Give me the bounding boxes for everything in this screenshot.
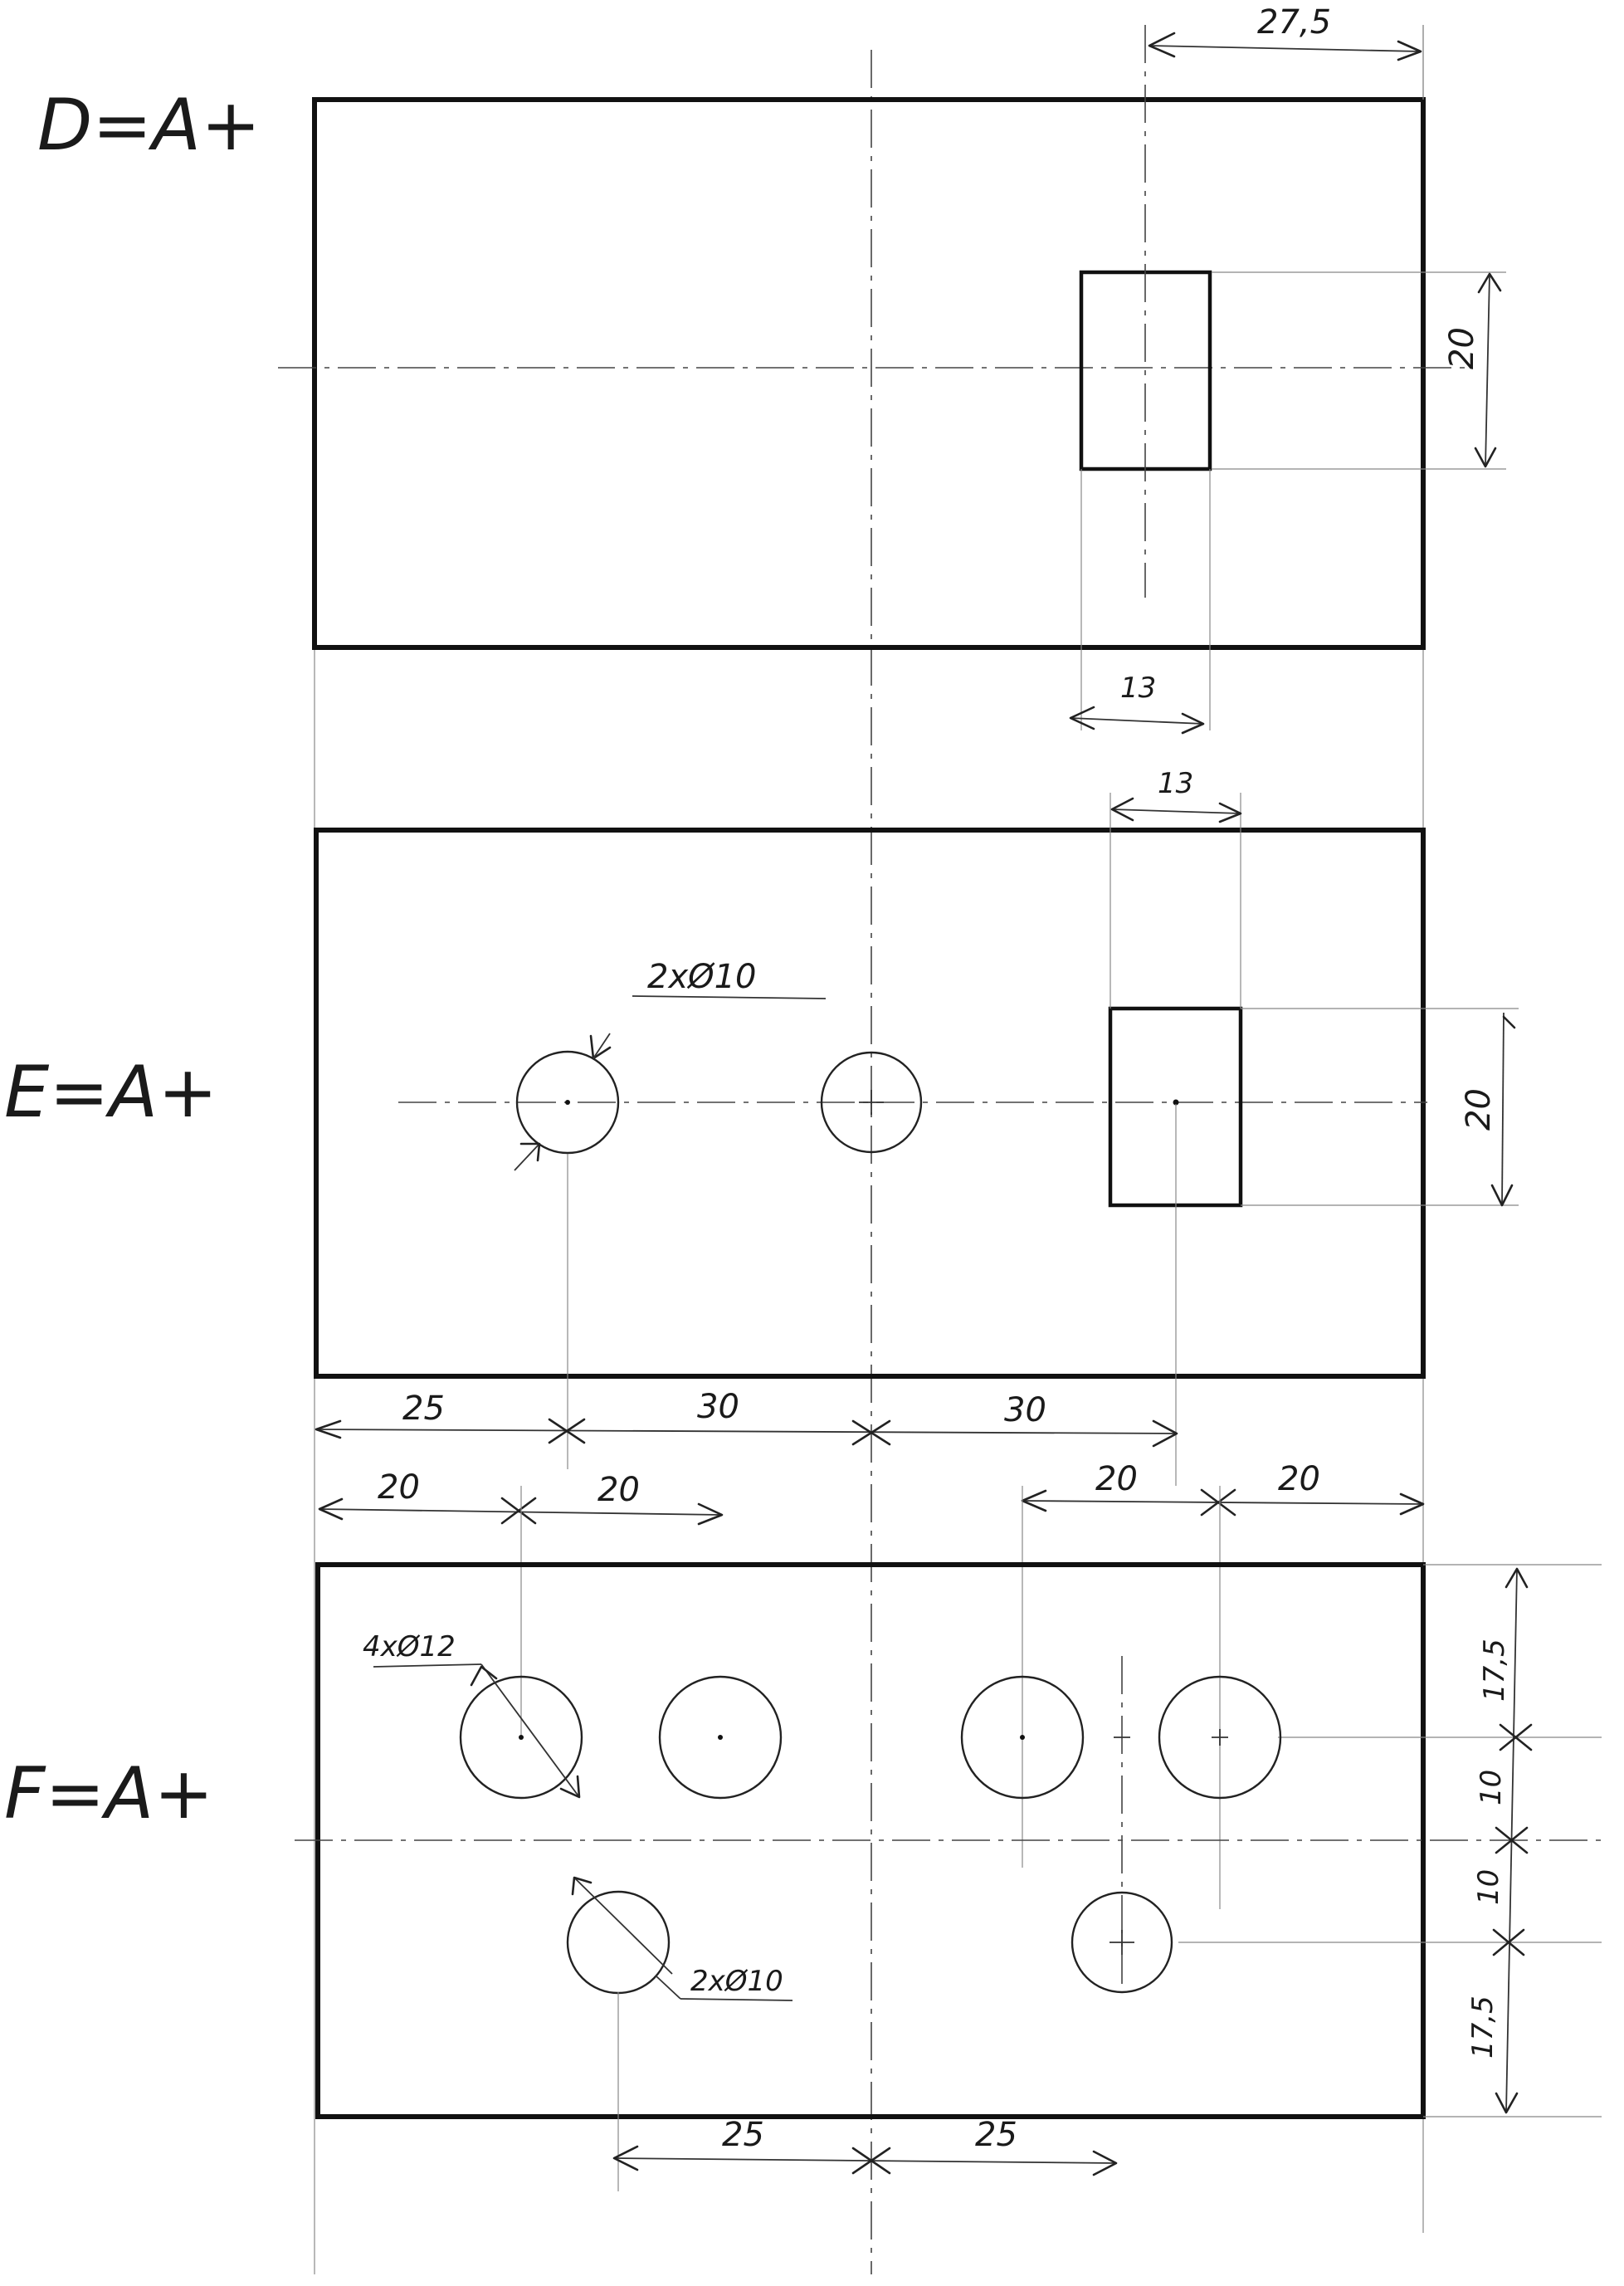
view-f-dim-bottom-arrow-end xyxy=(1092,2150,1118,2176)
view-e-dim-bottom-text-1: 25 xyxy=(402,1390,445,1428)
view-f-dim-right-tick-3b xyxy=(1492,1928,1525,1956)
view-f-large-leader-arrow-a xyxy=(470,1665,498,1687)
view-f-dim-top-right-line xyxy=(1022,1500,1424,1505)
view-f-dim-top-left-arrow-start xyxy=(318,1497,344,1521)
view-f-dim-top-left-tick-b xyxy=(500,1497,537,1525)
view-e-label: E=A+ xyxy=(4,1051,217,1134)
view-e-dim-right-text: 20 xyxy=(1460,1088,1498,1131)
view-f-dim-top-text-2: 20 xyxy=(597,1471,640,1509)
view-f-dim-right-tick-1b xyxy=(1499,1723,1533,1751)
view-d-dim-top-arrow-right xyxy=(1397,40,1422,61)
view-f-large-leader-arrow-b xyxy=(559,1775,581,1799)
view-f-large-hole-1-center xyxy=(519,1735,524,1740)
view-e-hole-2 xyxy=(820,1051,923,1154)
view-d-label: D=A+ xyxy=(37,84,261,167)
view-e-dim-right-line xyxy=(1501,1012,1505,1206)
view-d-dim-below-arrow-right xyxy=(1181,712,1205,735)
view-f-large-note-underline xyxy=(373,1663,482,1668)
view-d-dim-right-line xyxy=(1485,273,1490,467)
view-e-dim-bottom-arrow-1 xyxy=(315,1419,342,1439)
view-e-hole-arrow-bottom-shaft xyxy=(514,1143,540,1171)
view-e-dim-bottom-line xyxy=(315,1429,1178,1434)
view-d-dim-top-arrow-left xyxy=(1148,32,1176,58)
view-d-dim-top-text: 27,5 xyxy=(1257,3,1331,42)
view-f-large-hole-4 xyxy=(1158,1675,1282,1800)
view-e-hole-1-center xyxy=(565,1100,570,1105)
view-e-hole-arrow-bottom xyxy=(519,1142,541,1162)
view-f-dim-bottom-text-1: 25 xyxy=(722,2116,764,2154)
view-f-small-leader-arrow-a xyxy=(571,1876,593,1896)
view-f-dim-right-text-1: 17,5 xyxy=(1478,1639,1511,1702)
view-f-large-hole-2-center xyxy=(718,1735,723,1740)
view-e-dim-top-line xyxy=(1111,808,1241,814)
view-f-dim-top-right-tick-b xyxy=(1200,1488,1236,1517)
view-f-small-hole-1 xyxy=(566,1890,671,1995)
view-e-dim-bottom-tick-1b xyxy=(548,1418,586,1444)
view-f-dim-top-right-arrow-end xyxy=(1399,1492,1425,1516)
view-f-dim-bottom-line xyxy=(613,2157,1117,2164)
view-e-dim-top-arrow-right xyxy=(1218,802,1242,823)
view-f-dim-top-text-3: 20 xyxy=(1095,1460,1138,1498)
view-f-label: F=A+ xyxy=(4,1752,213,1835)
view-f-dim-bottom-text-2: 25 xyxy=(975,2116,1017,2154)
view-f-dim-top-left-arrow-end xyxy=(697,1502,724,1526)
view-f-large-hole-1 xyxy=(459,1675,583,1800)
view-e-hole-1 xyxy=(515,1050,620,1155)
view-f-dim-right-arrow-bottom xyxy=(1495,2092,1519,2114)
view-f-dim-bottom-arrow-start xyxy=(612,2145,639,2171)
view-f-small-note: 2xØ10 xyxy=(690,1965,783,1998)
view-e-hole-note-underline xyxy=(632,995,827,999)
view-d-dim-below-arrow-left xyxy=(1069,706,1095,730)
view-f-dim-right-text-4: 17,5 xyxy=(1466,1995,1500,2059)
view-f-dim-right-text-3: 10 xyxy=(1472,1869,1505,1905)
view-f-large-note: 4xØ12 xyxy=(363,1630,456,1663)
view-d-outline xyxy=(312,97,1426,650)
view-f-large-leader xyxy=(480,1663,580,1798)
view-e-dim-right-arrow-top xyxy=(1502,1015,1516,1029)
view-f-dim-top-text-4: 20 xyxy=(1278,1460,1320,1498)
view-e-dim-bottom-text-3: 30 xyxy=(1004,1391,1046,1429)
view-e-dim-right-arrow-bottom xyxy=(1490,1184,1514,1207)
view-e-hole-note: 2xØ10 xyxy=(647,958,757,996)
view-f-small-leader xyxy=(573,1877,673,1975)
view-f-large-hole-3 xyxy=(960,1675,1085,1800)
view-f-dim-right-arrow-top xyxy=(1505,1567,1529,1589)
view-d-dim-right-arrow-top xyxy=(1477,272,1502,294)
view-f-large-hole-2 xyxy=(658,1675,783,1800)
view-f-small-note-leader xyxy=(655,1975,681,2000)
view-d-dim-top-line xyxy=(1149,45,1422,52)
view-e-dim-top-arrow-left xyxy=(1110,797,1134,822)
view-f-dim-right-tick-2b xyxy=(1495,1826,1529,1854)
view-e-dim-bottom-arrow-end xyxy=(1152,1419,1178,1448)
view-d-dim-below-line xyxy=(1070,717,1204,725)
view-d-dim-below-text: 13 xyxy=(1120,672,1156,705)
view-e: E=A+ 2xØ10 13 20 xyxy=(4,767,1519,1486)
view-e-dim-top-text: 13 xyxy=(1158,767,1193,800)
view-e-outline xyxy=(314,828,1426,1379)
view-e-hole-arrow-top-shaft xyxy=(593,1033,611,1059)
view-e-cutout-center xyxy=(1173,1099,1179,1106)
view-f: F=A+ 20 20 20 20 xyxy=(4,1460,1602,2191)
view-d-dim-right-text: 20 xyxy=(1443,327,1481,369)
view-f-large-hole-3-center xyxy=(1020,1735,1025,1740)
view-e-dim-bottom-text-2: 30 xyxy=(697,1388,739,1426)
view-d-dim-right-arrow-bottom xyxy=(1474,447,1497,468)
view-f-dim-bottom-tick-b xyxy=(851,2147,891,2175)
view-e-dim-bottom-tick-2b xyxy=(851,1419,891,1446)
view-f-small-hole-2 xyxy=(1070,1891,1173,1994)
view-f-dim-right-text-2: 10 xyxy=(1475,1770,1508,1805)
view-d: D=A+ 27,5 20 13 xyxy=(37,3,1506,735)
view-f-dim-top-text-1: 20 xyxy=(378,1468,420,1507)
view-f-small-note-underline xyxy=(680,1998,793,2001)
